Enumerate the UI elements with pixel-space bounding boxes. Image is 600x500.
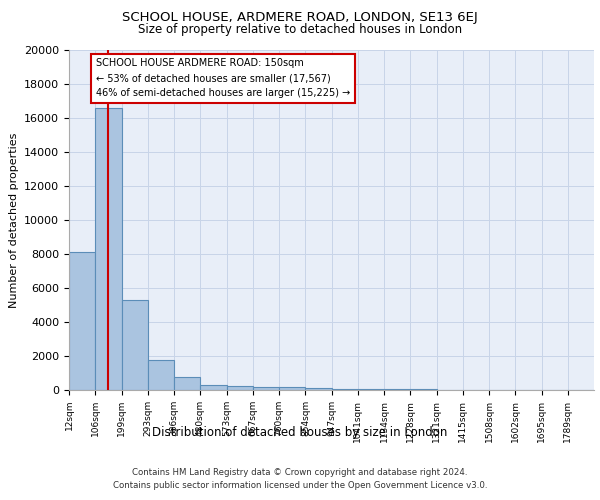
Text: Contains HM Land Registry data © Crown copyright and database right 2024.: Contains HM Land Registry data © Crown c… xyxy=(132,468,468,477)
Bar xyxy=(331,389,358,390)
Text: SCHOOL HOUSE, ARDMERE ROAD, LONDON, SE13 6EJ: SCHOOL HOUSE, ARDMERE ROAD, LONDON, SE13… xyxy=(122,11,478,24)
Bar xyxy=(253,386,279,390)
Bar xyxy=(121,300,148,390)
Bar xyxy=(95,108,121,390)
Text: Contains public sector information licensed under the Open Government Licence v3: Contains public sector information licen… xyxy=(113,480,487,490)
Text: Distribution of detached houses by size in London: Distribution of detached houses by size … xyxy=(152,426,448,439)
Bar xyxy=(227,386,253,390)
Bar xyxy=(358,389,384,390)
Bar xyxy=(174,377,200,390)
Text: SCHOOL HOUSE ARDMERE ROAD: 150sqm
← 53% of detached houses are smaller (17,567)
: SCHOOL HOUSE ARDMERE ROAD: 150sqm ← 53% … xyxy=(96,58,350,98)
Bar xyxy=(69,252,95,390)
Bar xyxy=(279,388,305,390)
Bar xyxy=(148,360,174,390)
Bar xyxy=(200,385,227,390)
Bar xyxy=(305,388,331,390)
Text: Size of property relative to detached houses in London: Size of property relative to detached ho… xyxy=(138,22,462,36)
Y-axis label: Number of detached properties: Number of detached properties xyxy=(8,132,19,308)
